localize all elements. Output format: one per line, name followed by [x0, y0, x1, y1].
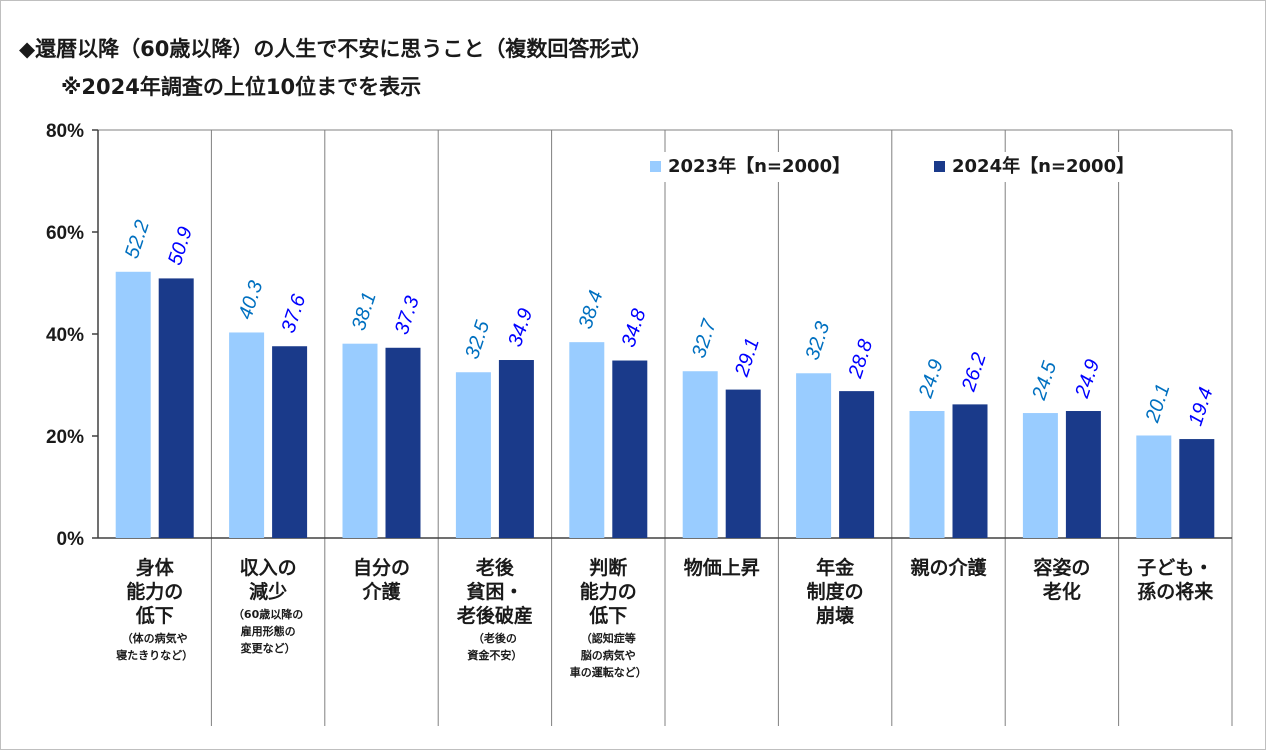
- y-tick-label: 0%: [57, 529, 85, 550]
- y-tick-label: 20%: [46, 427, 84, 448]
- data-label: 32.3: [801, 319, 834, 363]
- legend-swatch: [934, 161, 945, 172]
- category-label: 容姿の: [1033, 556, 1090, 579]
- legend-background: [926, 152, 1154, 182]
- bar: [498, 360, 534, 538]
- data-label: 37.6: [277, 291, 310, 336]
- category-label: 子ども・: [1137, 557, 1213, 579]
- category-sublabel: 車の運転など）: [570, 665, 647, 679]
- legend-background: [642, 152, 870, 182]
- bar: [1065, 411, 1101, 538]
- category-sublabel: （体の病気や: [122, 631, 188, 645]
- bar: [342, 343, 378, 538]
- category-label: 収入の: [240, 557, 297, 579]
- category-label: 自分の: [353, 556, 410, 579]
- data-label: 34.9: [504, 306, 537, 350]
- bar: [455, 372, 491, 538]
- data-label: 50.9: [164, 224, 197, 268]
- category-label: 年金: [816, 556, 855, 579]
- category-label: 崩壊: [816, 604, 855, 627]
- legend-label: 2023年【n=2000】: [668, 155, 850, 177]
- category-sublabel: 資金不安）: [467, 648, 522, 662]
- category-label: 減少: [249, 580, 287, 603]
- category-sublabel: 脳の病気や: [581, 648, 636, 662]
- bar: [1179, 439, 1215, 538]
- bar: [1136, 435, 1172, 538]
- bar: [115, 271, 151, 538]
- bar: [158, 278, 194, 538]
- category-label: 能力の: [580, 580, 637, 603]
- category-label: 制度の: [807, 580, 864, 603]
- data-label: 24.9: [915, 357, 948, 402]
- category-label: 介護: [361, 580, 401, 603]
- category-sublabel: （60歳以降の: [233, 607, 303, 621]
- data-label: 29.1: [731, 335, 764, 380]
- bar: [909, 411, 945, 538]
- bar: [272, 346, 308, 538]
- category-label: 孫の将来: [1137, 580, 1213, 603]
- category-label: 身体: [136, 556, 175, 579]
- legend-swatch: [650, 161, 661, 172]
- category-label: 貧困・: [466, 580, 523, 603]
- category-label: 判断: [589, 556, 627, 579]
- y-tick-label: 40%: [46, 325, 84, 346]
- bar: [569, 342, 605, 538]
- category-label: 低下: [588, 604, 627, 627]
- data-label: 24.9: [1071, 357, 1104, 402]
- data-label: 20.1: [1141, 381, 1174, 426]
- data-label: 26.2: [958, 350, 991, 395]
- data-label: 52.2: [121, 217, 154, 261]
- data-label: 40.3: [234, 278, 267, 322]
- data-label: 37.3: [391, 293, 424, 337]
- chart-subtitle: ※2024年調査の上位10位までを表示: [61, 75, 422, 99]
- bar: [839, 391, 875, 538]
- data-label: 38.4: [575, 288, 608, 332]
- bar: [385, 347, 421, 538]
- data-label: 24.5: [1028, 358, 1062, 404]
- data-label: 32.5: [461, 317, 494, 362]
- bar: [682, 371, 718, 538]
- bar: [229, 332, 265, 538]
- category-sublabel: （認知症等: [581, 631, 636, 645]
- category-label: 老後: [476, 556, 515, 579]
- y-tick-label: 80%: [46, 121, 84, 142]
- legend-label: 2024年【n=2000】: [952, 155, 1134, 177]
- data-label: 34.8: [618, 306, 651, 350]
- category-sublabel: 変更など）: [241, 641, 296, 655]
- category-label: 物価上昇: [684, 556, 760, 579]
- y-tick-label: 60%: [46, 223, 84, 244]
- category-label: 低下: [135, 604, 174, 627]
- category-label: 老化: [1043, 580, 1081, 603]
- bar: [1022, 413, 1058, 538]
- category-sublabel: （老後の: [473, 631, 517, 645]
- bar: [725, 389, 761, 538]
- category-label: 老後破産: [457, 604, 533, 627]
- data-label: 38.1: [348, 289, 381, 333]
- bar: [612, 360, 648, 538]
- data-label: 19.4: [1185, 385, 1218, 429]
- data-label: 28.8: [844, 337, 877, 382]
- category-label: 親の介護: [910, 556, 987, 579]
- category-sublabel: 雇用形態の: [241, 624, 296, 638]
- category-label: 能力の: [126, 580, 183, 603]
- bar: [952, 404, 988, 538]
- category-sublabel: 寝たきりなど）: [116, 648, 193, 662]
- data-label: 32.7: [688, 316, 721, 361]
- chart-title: ◆還暦以降（60歳以降）の人生で不安に思うこと（複数回答形式）: [19, 37, 653, 61]
- bar: [796, 373, 832, 538]
